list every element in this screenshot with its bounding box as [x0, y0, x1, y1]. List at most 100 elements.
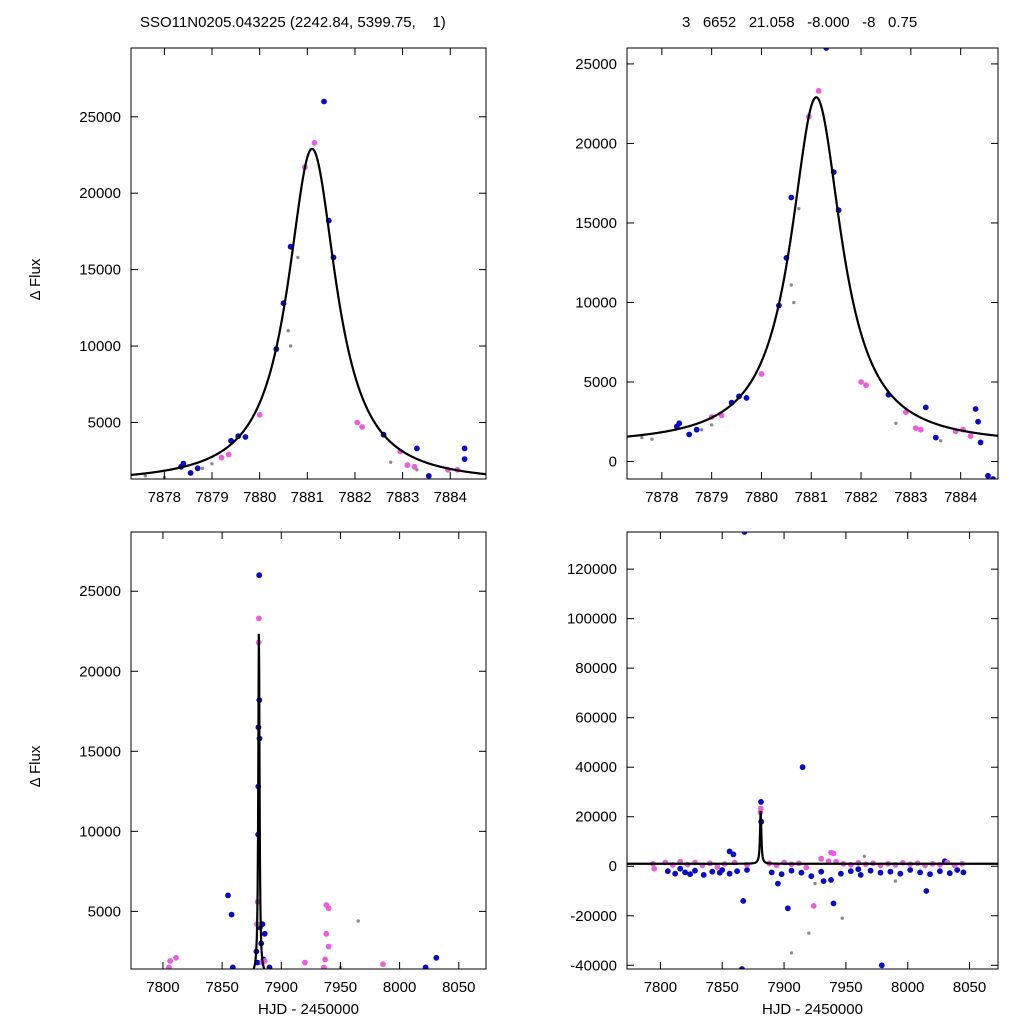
data-points	[143, 98, 468, 479]
blue-data-point	[740, 898, 747, 904]
blue-data-point	[734, 868, 740, 875]
blue-data-point	[672, 870, 679, 877]
blue-data-point	[730, 851, 737, 858]
magenta-data-point	[758, 371, 765, 377]
gray-data-point	[296, 255, 300, 260]
blue-data-point	[414, 445, 420, 452]
gray-data-point	[840, 916, 844, 920]
y-tick-label: 25000	[79, 109, 121, 126]
gray-data-point	[862, 854, 867, 858]
x-tick-label: 7879	[695, 489, 728, 506]
x-tick-label: 7950	[324, 979, 357, 996]
y-tick-label: -20000	[570, 908, 617, 925]
y-tick-label: 5000	[584, 374, 617, 391]
y-tick-label: 25000	[79, 583, 121, 600]
blue-data-point	[788, 867, 795, 874]
magenta-data-point	[218, 454, 225, 461]
blue-data-point	[878, 962, 885, 969]
y-tick-label: 100000	[567, 611, 617, 628]
gray-data-point	[797, 206, 801, 211]
blue-data-point	[256, 572, 263, 579]
y-tick-label: 20000	[575, 135, 617, 152]
y-tick-label: 10000	[79, 823, 121, 840]
magenta-data-point	[917, 426, 924, 433]
x-tick-label: 8000	[383, 979, 416, 996]
blue-data-point	[823, 48, 830, 51]
blue-data-point	[857, 872, 864, 878]
y-tick-label: 20000	[79, 663, 121, 680]
magenta-data-point	[325, 943, 332, 950]
gray-data-point	[893, 879, 898, 883]
y-tick-label: 80000	[575, 660, 617, 677]
blue-data-point	[664, 868, 671, 875]
blue-data-point	[820, 878, 827, 884]
gray-data-point	[792, 300, 796, 305]
x-tick-label: 7878	[645, 489, 678, 506]
blue-data-point	[194, 465, 201, 472]
blue-data-point	[686, 431, 693, 438]
magenta-data-point	[651, 865, 658, 872]
blue-data-point	[808, 873, 815, 880]
x-tick-label: 7800	[644, 979, 677, 996]
blue-data-point	[954, 867, 961, 873]
magenta-data-point	[256, 411, 263, 418]
blue-data-point	[937, 868, 943, 875]
gray-data-point	[700, 428, 704, 432]
magenta-data-point	[714, 864, 721, 870]
y-tick-label: 25000	[575, 56, 617, 73]
y-tick-label: 15000	[79, 262, 121, 279]
magenta-data-point	[256, 615, 262, 622]
gray-data-point	[210, 462, 214, 466]
blue-data-point	[758, 799, 764, 805]
blue-data-point	[877, 869, 884, 876]
blue-data-point	[847, 868, 854, 875]
y-tick-label: 0	[609, 858, 617, 875]
panel-top-right: 7878 7879 7880 7881 7882 7883 7884 0 5000 10000 15…	[575, 47, 999, 506]
blue-data-point	[677, 865, 684, 872]
gray-data-point	[710, 423, 714, 427]
gray-data-point	[286, 329, 290, 333]
gray-data-point	[939, 439, 943, 443]
blue-data-point	[972, 406, 979, 412]
blue-data-point	[425, 473, 432, 479]
x-tick-label: 7950	[829, 979, 862, 996]
gray-data-point	[200, 466, 205, 470]
magenta-data-point	[322, 956, 328, 963]
blue-data-point	[855, 866, 862, 873]
data-points	[166, 572, 440, 969]
plot-frame	[130, 531, 487, 970]
magenta-data-point	[321, 964, 327, 969]
header-object-id: SSO11N0205.043225 (2242.84, 5399.75, 1)	[140, 14, 446, 31]
gray-data-point	[813, 881, 817, 886]
x-axis-label: HJD - 2450000	[258, 1001, 359, 1018]
blue-data-point	[433, 954, 440, 961]
blue-data-point	[242, 434, 249, 440]
blue-data-point	[693, 426, 700, 433]
y-axis-label: Δ Flux	[27, 258, 44, 300]
x-tick-label: 7883	[894, 489, 927, 506]
x-tick-label: 7880	[745, 489, 778, 506]
magenta-data-point	[912, 425, 919, 431]
x-tick-label: 7850	[706, 979, 739, 996]
blue-data-point	[923, 888, 930, 894]
panel-bottom-left: 7800 7850 7900 7950 8000 8050 5000 10000 15000 20…	[27, 531, 487, 1018]
y-tick-label: 0	[609, 454, 617, 471]
y-tick-label: 40000	[575, 759, 617, 776]
x-tick-label: 7881	[795, 489, 828, 506]
blue-data-point	[927, 871, 933, 878]
x-tick-label: 7880	[243, 489, 276, 506]
blue-data-point	[692, 867, 698, 874]
magenta-data-point	[863, 382, 869, 389]
x-tick-label: 7882	[338, 489, 371, 506]
blue-data-point	[422, 964, 429, 969]
blue-data-point	[716, 869, 723, 876]
gray-data-point	[789, 951, 794, 955]
blue-data-point	[887, 868, 894, 875]
x-tick-label: 7884	[944, 489, 977, 506]
x-tick-label: 7900	[265, 979, 298, 996]
magenta-data-point	[225, 451, 232, 458]
gray-data-point	[415, 468, 419, 472]
blue-data-point	[907, 867, 914, 873]
blue-data-point	[977, 439, 984, 446]
magenta-data-point	[173, 954, 179, 961]
